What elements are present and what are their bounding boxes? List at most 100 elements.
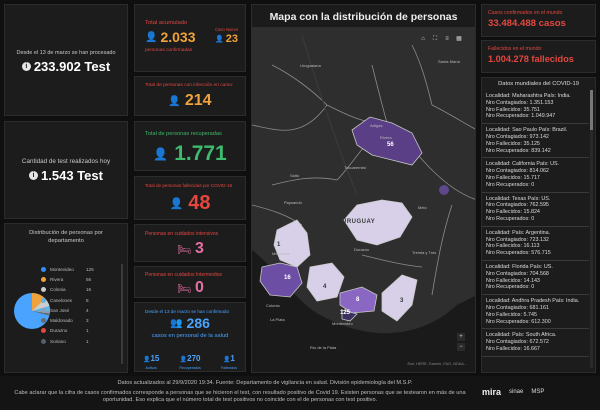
map-attribution: Esri, HERE, Garmin, FAO, NOAA... — [407, 362, 468, 366]
place-label: Colonia — [266, 303, 280, 308]
total-sub: personas confirmadas — [145, 48, 193, 53]
region-number: 4 — [323, 284, 327, 290]
person-icon: 👤 — [179, 357, 188, 363]
distribution-card: Distribución de personas por departament… — [4, 223, 128, 373]
grid-icon[interactable]: ▦ — [456, 36, 462, 42]
legend-item: San José 4 — [41, 305, 121, 315]
total-label: Total acumulado — [145, 20, 188, 26]
health-stat: 👤270 Recuperados — [179, 354, 201, 370]
bed-icon: 🛏 — [177, 243, 191, 256]
health-value: 286 — [186, 315, 210, 331]
region-number: 3 — [400, 298, 404, 304]
region-number: 8 — [356, 297, 360, 303]
list-item: Localidad: Texas País: US. Nro Contagiado… — [482, 193, 589, 227]
country-label: URUGUAY — [342, 219, 376, 225]
zoom-out-button[interactable]: − — [457, 343, 465, 351]
legend-scrollbar[interactable] — [121, 264, 123, 364]
deaths-value: 48 — [188, 192, 211, 214]
intermediate-label: Personas en cuidados Intermedios — [145, 272, 222, 278]
tests-today-value: 1.543 Test — [41, 168, 103, 183]
active-cases-card: Total de personas con infección en curso… — [134, 76, 246, 116]
map-panel[interactable]: Mapa con la distribución de personas — [251, 4, 476, 373]
world-cases-label: Casos confirmados en el mundo — [488, 10, 563, 16]
place-label: Treinta y Tres — [412, 250, 437, 255]
place-label: Santa María — [438, 59, 460, 64]
footer-updated: Datos actualizados al 29/9/2020 19:34. F… — [117, 380, 413, 386]
world-list[interactable]: Localidad: Maharashtra País: India. Nro C… — [482, 90, 589, 372]
region-number: 125 — [340, 310, 351, 316]
icu-label: Personas en cuidados intensivos — [145, 231, 219, 237]
world-deaths-value: 1.004.278 fallecidos — [488, 54, 574, 64]
person-icon: 👤 — [215, 36, 224, 43]
recovered-value: 1.771 — [174, 142, 227, 165]
footer: Datos actualizados al 29/9/2020 19:34. F… — [0, 376, 600, 410]
world-cases-value: 33.484.488 casos — [488, 18, 566, 29]
legend-item: Soriano 1 — [41, 336, 121, 346]
new-case-label: Caso Nuevo — [215, 27, 239, 32]
department-legend: Montevideo 125 Rivera 56 Colonia 16 Canelon… — [41, 264, 121, 346]
deaths-card: Total de personas fallecidas por COVID-1… — [134, 176, 246, 220]
info-icon: i — [29, 171, 39, 180]
list-item: Localidad: País: South Africa. Nro Contag… — [482, 329, 589, 357]
place-label: Durazno — [354, 247, 370, 252]
health-staff-card: Desde el 13 de marzo se han confirmado 👥… — [134, 302, 246, 372]
home-icon[interactable]: ⌂ — [421, 36, 425, 42]
world-list-panel: Datos mundiales del COVID-19 Localidad: … — [481, 77, 596, 373]
map-title: Mapa con la distribución de personas — [269, 11, 458, 23]
person-icon: 👤 — [145, 31, 158, 43]
distribution-title: Distribución de personas por departament… — [29, 230, 103, 244]
person-icon: 👤 — [222, 357, 231, 363]
tests-total-card: Desde el 13 de marzo se han procesado i … — [4, 4, 128, 116]
total-value: 2.033 — [160, 29, 196, 45]
person-icon: 👤 — [169, 198, 184, 210]
place-label: Salto — [290, 173, 300, 178]
expand-icon[interactable]: ⛶ — [432, 36, 438, 42]
deaths-label: Total de personas fallecidas por COVID-1… — [145, 183, 233, 188]
zoom-in-button[interactable]: + — [457, 333, 465, 341]
scrollbar-thumb[interactable] — [590, 90, 593, 130]
place-label: Uruguaiana — [300, 63, 321, 68]
active-value: 214 — [184, 92, 212, 109]
legend-item: Canelones 8 — [41, 295, 121, 305]
tests-total-label: Desde el 13 de marzo se han procesado — [16, 50, 116, 56]
new-case-value: 23 — [225, 33, 238, 45]
list-item: Localidad: Florida País: US. Nro Contagia… — [482, 261, 589, 296]
tests-total-value: 233.902 Test — [33, 59, 111, 74]
list-item: Localidad: Maharashtra País: India. Nro C… — [482, 90, 589, 125]
health-sub: casos en personal de la salud — [151, 333, 229, 339]
region-number: 56 — [387, 142, 394, 148]
place-label: Río de la Plata — [310, 345, 337, 350]
place-label: Montevideo — [332, 321, 353, 326]
intermediate-card: Personas en cuidados Intermedios 🛏 0 — [134, 266, 246, 298]
world-deaths-label: Fallecidos en el mundo — [488, 46, 542, 52]
bed-icon: 🛏 — [177, 282, 191, 295]
layers-icon[interactable]: ≡ — [445, 36, 449, 42]
recovered-label: Total de personas recuperadas — [145, 131, 222, 137]
person-icon: 👤 — [168, 95, 181, 107]
tests-today-label: Cantidad de test realizados hoy — [21, 158, 111, 165]
active-label: Total de personas con infección en curso… — [145, 83, 234, 88]
legend-item: Colonia 16 — [41, 285, 121, 295]
sinae-logo: sinae — [509, 389, 524, 395]
place-label: Rivera — [380, 135, 392, 140]
legend-item: Rivera 56 — [41, 274, 121, 284]
mira-logo: mira — [482, 387, 502, 397]
world-list-title: Datos mundiales del COVID-19 — [498, 81, 579, 87]
list-scrollbar[interactable] — [590, 90, 593, 368]
recovered-card: Total de personas recuperadas 👤 1.771 — [134, 121, 246, 171]
health-worker-icon: 👥 — [170, 317, 183, 329]
place-label: Melo — [418, 205, 427, 210]
total-cases-card: Total acumulado 👤 2.033 personas confirm… — [134, 4, 246, 72]
list-item: Localidad: País: Argentina. Nro Contagiad… — [482, 227, 589, 261]
person-icon: 👤 — [143, 357, 151, 363]
world-cases-card: Casos confirmados en el mundo 33.484.488… — [481, 4, 596, 37]
list-item: Localidad: Andhra Pradesh País: India. Nr… — [482, 295, 589, 330]
person-icon: 👤 — [153, 147, 169, 161]
uruguay-map[interactable] — [252, 5, 476, 373]
tests-today-card: Cantidad de test realizados hoy i 1.543 … — [4, 121, 128, 219]
health-label: Desde el 13 de marzo se han confirmado — [145, 309, 230, 314]
intermediate-value: 0 — [194, 279, 204, 296]
legend-item: Maldonado 3 — [41, 315, 121, 325]
legend-item: Montevideo 125 — [41, 264, 121, 274]
info-icon: i — [21, 62, 31, 71]
